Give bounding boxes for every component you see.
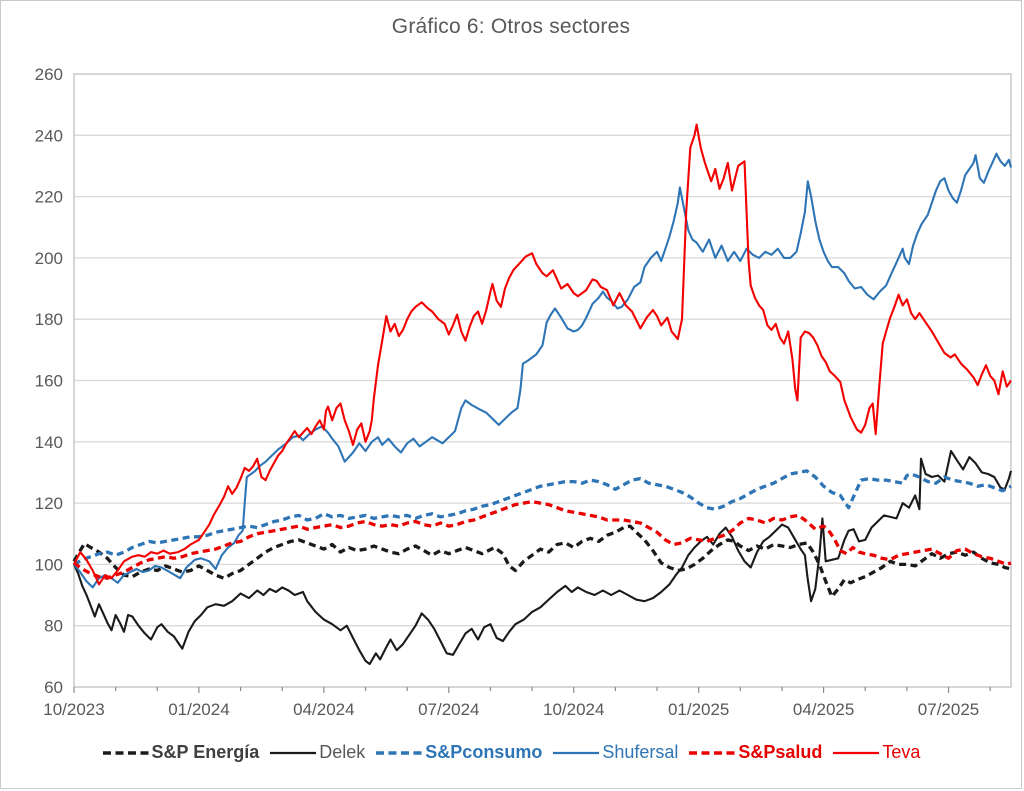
legend-item-s-pconsumo: S&Pconsumo [375, 742, 542, 763]
y-axis-label-120: 120 [35, 494, 63, 513]
series-line-delek [73, 449, 1013, 666]
series-line-teva [73, 123, 1012, 586]
x-axis-label-04-2025: 04/2025 [793, 700, 854, 719]
solid-line-marker-icon [270, 751, 317, 754]
legend-label-s-psalud: S&Psalud [738, 742, 823, 762]
y-axis-label-220: 220 [35, 188, 63, 207]
series-line-s-pconsumo [73, 469, 1012, 566]
legend-item-s-p-energ-a: S&P Energía [102, 742, 260, 763]
legend-item-s-psalud: S&Psalud [688, 742, 822, 763]
legend-label-shufersal: Shufersal [602, 742, 679, 762]
dashed-line-marker-icon [102, 750, 149, 755]
y-axis-label-200: 200 [35, 249, 63, 268]
chart-plot-area: 60 80 100 120 140 160 180 200 220 240 260 10/2023 01… [35, 65, 1013, 719]
x-axis-label-01-2025: 01/2025 [668, 700, 729, 719]
y-axis-label-160: 160 [35, 372, 63, 391]
y-axis-label-240: 240 [35, 126, 63, 145]
legend-item-delek: Delek [269, 742, 365, 763]
x-axis-label-10-2023: 10/2023 [43, 700, 104, 719]
y-axis-label-180: 180 [35, 310, 63, 329]
legend-label-delek: Delek [319, 742, 366, 762]
y-axis-label-100: 100 [35, 555, 63, 574]
legend-label-s-p-energ-a: S&P Energía [151, 742, 260, 762]
legend-item-teva: Teva [832, 742, 920, 763]
solid-line-marker-icon [553, 751, 600, 754]
x-axis-label-04-2024: 04/2024 [293, 700, 354, 719]
x-axis-label-10-2024: 10/2024 [543, 700, 604, 719]
series-line-s-p-energ-a [72, 524, 1012, 599]
y-axis-label-140: 140 [35, 433, 63, 452]
y-axis-label-260: 260 [35, 65, 63, 84]
dashed-line-marker-icon [689, 750, 736, 755]
x-axis-label-01-2024: 01/2024 [168, 700, 229, 719]
legend-item-shufersal: Shufersal [552, 742, 678, 763]
y-axis-label-60: 60 [44, 678, 63, 697]
dashed-line-marker-icon [376, 750, 423, 755]
y-axis-label-80: 80 [44, 617, 63, 636]
x-axis-label-07-2024: 07/2024 [418, 700, 479, 719]
legend-label-teva: Teva [882, 742, 921, 762]
legend-label-s-pconsumo: S&Pconsumo [425, 742, 543, 762]
chart-legend: S&P Energía Delek S&Pconsumo Shufersal S&Psa… [1, 742, 1021, 763]
chart-title: Gráfico 6: Otros sectores [391, 15, 631, 38]
x-axis-label-07-2025: 07/2025 [918, 700, 979, 719]
series-line-shufersal [73, 152, 1013, 589]
solid-line-marker-icon [833, 751, 880, 754]
